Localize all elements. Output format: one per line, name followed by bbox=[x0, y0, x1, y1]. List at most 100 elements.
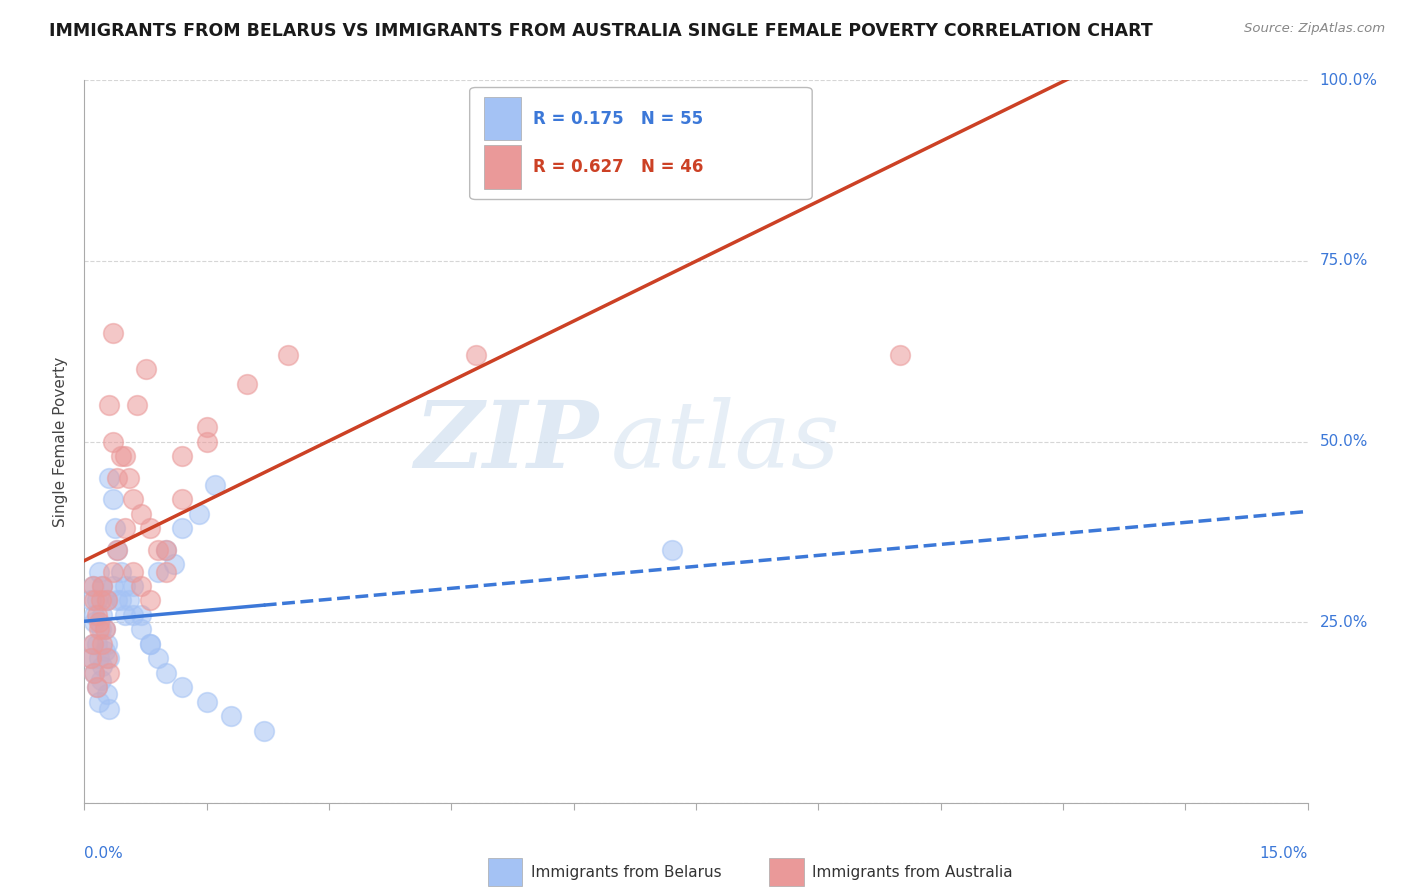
Point bbox=[101, 565, 124, 579]
Text: 100.0%: 100.0% bbox=[1320, 73, 1378, 87]
Point bbox=[96, 593, 118, 607]
Point bbox=[83, 607, 105, 622]
Point bbox=[105, 542, 128, 557]
Point bbox=[86, 593, 108, 607]
Point bbox=[90, 593, 112, 607]
Point bbox=[172, 521, 194, 535]
Point bbox=[661, 542, 683, 557]
Point bbox=[80, 593, 103, 607]
Point bbox=[91, 607, 114, 622]
Point bbox=[90, 623, 112, 637]
Text: Immigrants from Australia: Immigrants from Australia bbox=[813, 864, 1012, 880]
Point bbox=[87, 615, 110, 630]
Point bbox=[93, 623, 115, 637]
Point bbox=[87, 565, 110, 579]
Text: R = 0.175   N = 55: R = 0.175 N = 55 bbox=[533, 110, 703, 128]
Point bbox=[127, 398, 149, 412]
Point bbox=[253, 723, 276, 738]
Point bbox=[122, 579, 145, 593]
Point bbox=[195, 420, 218, 434]
Point bbox=[114, 579, 136, 593]
Point bbox=[83, 593, 105, 607]
Point bbox=[172, 492, 194, 507]
Point bbox=[97, 651, 120, 665]
FancyBboxPatch shape bbox=[484, 145, 522, 189]
Point bbox=[86, 637, 108, 651]
Y-axis label: Single Female Poverty: Single Female Poverty bbox=[53, 357, 69, 526]
Point bbox=[236, 376, 259, 391]
Point bbox=[101, 579, 124, 593]
Point bbox=[118, 593, 141, 607]
Point bbox=[110, 565, 132, 579]
Point bbox=[195, 434, 218, 449]
Point bbox=[96, 593, 118, 607]
Point bbox=[101, 434, 124, 449]
Point bbox=[82, 579, 104, 593]
Point bbox=[93, 623, 115, 637]
Point bbox=[82, 637, 104, 651]
Point bbox=[122, 565, 145, 579]
Point bbox=[146, 542, 169, 557]
Point bbox=[97, 471, 120, 485]
Point bbox=[131, 579, 153, 593]
FancyBboxPatch shape bbox=[484, 97, 522, 140]
Point bbox=[83, 615, 105, 630]
Point bbox=[118, 471, 141, 485]
Text: R = 0.627   N = 46: R = 0.627 N = 46 bbox=[533, 158, 703, 176]
Point bbox=[80, 651, 103, 665]
Text: 15.0%: 15.0% bbox=[1260, 847, 1308, 861]
Point bbox=[155, 542, 177, 557]
Point bbox=[219, 709, 242, 723]
Point bbox=[97, 665, 120, 680]
Point bbox=[138, 593, 160, 607]
Point bbox=[110, 593, 132, 607]
Point bbox=[146, 565, 169, 579]
Text: IMMIGRANTS FROM BELARUS VS IMMIGRANTS FROM AUSTRALIA SINGLE FEMALE POVERTY CORRE: IMMIGRANTS FROM BELARUS VS IMMIGRANTS FR… bbox=[49, 22, 1153, 40]
Point bbox=[82, 637, 104, 651]
Point bbox=[80, 651, 103, 665]
Point bbox=[138, 521, 160, 535]
Point bbox=[91, 579, 114, 593]
Point bbox=[138, 637, 160, 651]
Text: Immigrants from Belarus: Immigrants from Belarus bbox=[531, 864, 721, 880]
Point bbox=[101, 326, 124, 341]
Point bbox=[97, 702, 120, 716]
Point bbox=[87, 651, 110, 665]
Point bbox=[93, 644, 115, 658]
Point bbox=[110, 449, 132, 463]
Point bbox=[105, 471, 128, 485]
Point bbox=[277, 348, 299, 362]
Point bbox=[96, 651, 118, 665]
Point bbox=[96, 687, 118, 701]
Point bbox=[204, 478, 226, 492]
Point bbox=[91, 579, 114, 593]
FancyBboxPatch shape bbox=[488, 858, 522, 886]
Text: 50.0%: 50.0% bbox=[1320, 434, 1368, 449]
Point bbox=[122, 492, 145, 507]
Point bbox=[122, 607, 145, 622]
Point bbox=[131, 607, 153, 622]
Point bbox=[101, 492, 124, 507]
Point bbox=[131, 623, 153, 637]
Point bbox=[155, 665, 177, 680]
Point bbox=[105, 542, 128, 557]
Point bbox=[86, 680, 108, 694]
Point bbox=[163, 558, 186, 572]
FancyBboxPatch shape bbox=[470, 87, 813, 200]
Point bbox=[86, 680, 108, 694]
Point bbox=[87, 695, 110, 709]
Point bbox=[83, 665, 105, 680]
Point bbox=[90, 673, 112, 687]
Point bbox=[91, 637, 114, 651]
Text: Source: ZipAtlas.com: Source: ZipAtlas.com bbox=[1244, 22, 1385, 36]
Point bbox=[104, 521, 127, 535]
Text: 0.0%: 0.0% bbox=[84, 847, 124, 861]
Point bbox=[187, 507, 209, 521]
Point bbox=[87, 623, 110, 637]
Point bbox=[96, 637, 118, 651]
Point bbox=[114, 607, 136, 622]
Point bbox=[82, 579, 104, 593]
Point bbox=[86, 607, 108, 622]
Point bbox=[155, 542, 177, 557]
Point bbox=[172, 680, 194, 694]
